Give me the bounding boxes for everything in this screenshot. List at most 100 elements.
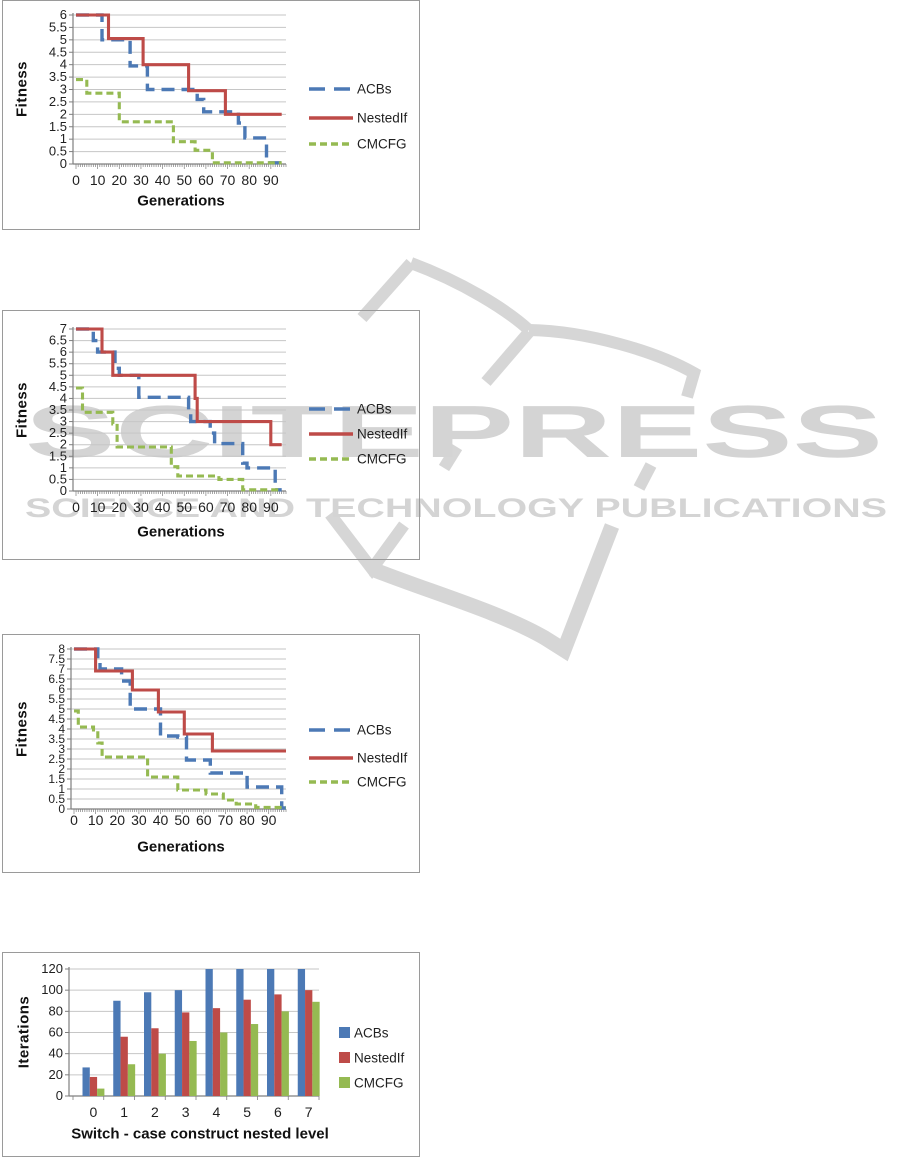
y-tick-label: 3 [60,414,67,429]
y-tick-label: 2 [60,106,67,121]
x-axis-title: Switch - case construct nested level [71,1125,329,1143]
x-axis-title: Generations [137,838,225,856]
bar-CMCFG-level-6 [281,1011,289,1096]
x-tick-label: 30 [133,499,149,515]
y-tick-label: 100 [41,982,63,997]
x-tick-label: 10 [90,172,106,188]
x-tick-label: 90 [263,172,279,188]
x-tick-label: 40 [155,499,171,515]
y-tick-label: 6.5 [48,672,65,686]
bar-NestedIf-level-1 [120,1036,128,1096]
fitness-chart-canvas-2: 00.511.522.533.544.555.566.570 10 20 30 40 50… [49,321,408,515]
series-line-NestedIf [76,13,282,116]
iterations-bar-chart-canvas: 0 20 40 60 80 100 120 0 1 2 3 4 5 6 7 ACBs NestedIf CMCFG [41,961,404,1120]
y-tick-label: 120 [41,961,63,976]
legend-label-CMCFG: CMCFG [354,1076,404,1091]
y-tick-label: 5 [60,367,67,382]
series-line-NestedIf [76,327,282,447]
series-line-CMCFG [76,78,282,165]
x-tick-label: 20 [112,499,128,515]
y-tick-label: 4 [60,390,67,405]
book-left-page-top [408,257,534,335]
bar-NestedIf-level-5 [243,999,251,1096]
y-tick-label: 0.5 [49,144,67,159]
legend-label-CMCFG: CMCFG [357,137,407,152]
x-tick-label: 50 [176,499,192,515]
x-tick-label: 70 [220,172,236,188]
bar-CMCFG-level-5 [250,1024,259,1096]
legend-swatch-NestedIf [339,1052,350,1063]
y-tick-label: 3 [60,82,67,97]
x-category-label: 1 [120,1104,128,1120]
x-tick-label: 80 [241,499,257,515]
fitness-chart-canvas-1: 00.511.522.533.544.555.560 10 20 30 40 50 60 70… [49,7,408,188]
book-left-edge [357,259,416,322]
x-tick-label: 40 [153,812,169,828]
x-axis-title: Generations [137,192,225,210]
y-tick-label: 6.5 [49,333,67,348]
bar-CMCFG-level-1 [127,1064,136,1096]
x-tick-label: 60 [196,812,212,828]
y-tick-label: 4.5 [48,712,65,726]
legend-label-NestedIf: NestedIf [357,111,408,126]
x-tick-label: 80 [239,812,255,828]
fitness-chart-box-3: 0 0.5 1 1.5 2 2.5 3 3.5 4 4.5 5 5.5 6 6.5 7 7.5 8 0 10 20 30… [2,634,420,873]
legend-label-ACBs: ACBs [357,723,392,738]
x-tick-label: 60 [198,499,214,515]
watermark-title: SCITEPRESS [25,390,883,473]
bar-CMCFG-level-2 [158,1053,166,1096]
y-tick-label: 2 [58,762,65,776]
x-tick-label: 20 [109,812,125,828]
y-tick-label: 0 [58,802,65,816]
y-tick-label: 0.5 [49,471,67,486]
series-line-CMCFG [76,386,282,492]
y-tick-label: 4 [58,722,65,736]
x-tick-label: 90 [261,812,277,828]
y-tick-label: 3.5 [49,402,67,417]
series-line-CMCFG [74,709,286,809]
fitness-chart-canvas-3: 00.511.522.533.544.555.566.577.580 10 20 30… [48,642,408,828]
legend-swatch-CMCFG [339,1077,350,1088]
x-tick-label: 60 [198,172,214,188]
iterations-bar-chart-box: 0 20 40 60 80 100 120 0 1 2 3 4 5 6 7 ACBs NestedIf CMCFG… [2,952,420,1157]
book-spine-fold [481,328,534,386]
y-tick-label: 40 [49,1046,63,1061]
x-category-label: 5 [243,1104,251,1120]
x-category-label: 2 [151,1104,159,1120]
legend-label-NestedIf: NestedIf [357,751,408,766]
x-category-label: 6 [274,1104,282,1120]
y-tick-label: 5.5 [49,356,67,371]
y-tick-label: 7.5 [48,652,65,666]
y-tick-label: 1.5 [48,772,65,786]
y-tick-label: 7 [58,662,65,676]
x-tick-label: 30 [131,812,147,828]
y-tick-label: 3 [58,742,65,756]
legend-label-ACBs: ACBs [354,1026,389,1041]
legend-label-CMCFG: CMCFG [357,452,407,467]
book-right-page-top [528,324,702,399]
y-tick-label: 0.5 [48,792,65,806]
x-tick-label: 70 [220,499,236,515]
bar-ACBs-level-0 [82,1067,90,1096]
y-tick-label: 1 [60,131,67,146]
fitness-chart-box-2: 0 0.5 1 1.5 2 2.5 3 3.5 4 4.5 5 5.5 6 6.5 7 0 10 20 30 40 50… [2,310,420,560]
y-tick-label: 2.5 [48,752,65,766]
y-tick-label: 5 [60,32,67,47]
y-tick-label: 4 [60,57,67,72]
bar-ACBs-level-1 [113,1000,121,1096]
bar-CMCFG-level-3 [189,1040,197,1096]
y-tick-label: 1 [58,782,65,796]
bar-ACBs-level-4 [205,969,213,1096]
x-tick-label: 50 [174,812,190,828]
x-tick-label: 90 [263,499,279,515]
y-tick-label: 1 [60,460,67,475]
x-tick-label: 50 [176,172,192,188]
x-tick-label: 10 [88,812,104,828]
y-tick-label: 0 [60,156,67,171]
bar-ACBs-level-7 [297,969,306,1096]
y-axis-title: Fitness [13,60,31,118]
bar-NestedIf-level-4 [212,1008,221,1096]
bar-CMCFG-level-4 [220,1032,228,1096]
